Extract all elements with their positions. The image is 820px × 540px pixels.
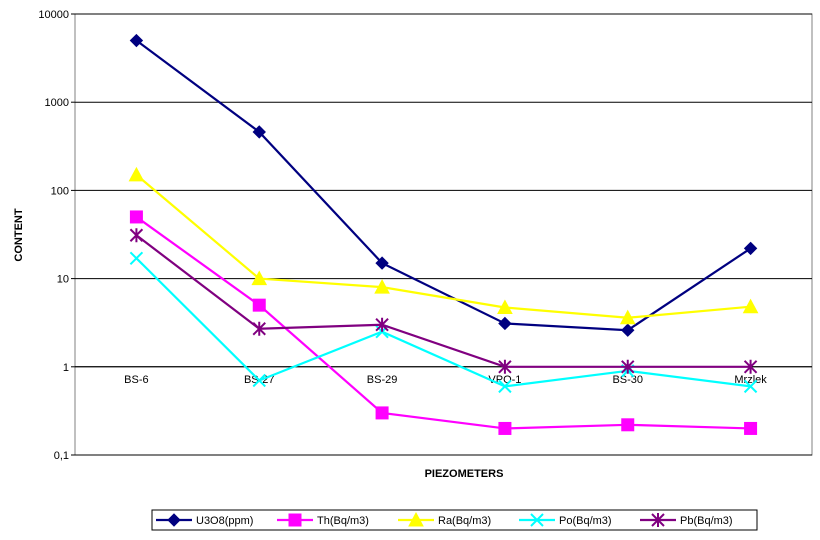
series-line: [135, 216, 751, 430]
marker: [498, 359, 512, 374]
series-line: [135, 257, 751, 388]
marker: [621, 359, 635, 374]
marker: [498, 316, 512, 331]
marker: [651, 513, 665, 527]
y-tick-label: 0,1: [54, 450, 69, 462]
legend-label: Po(Bq/m3): [559, 515, 612, 527]
series-line: [135, 234, 751, 368]
marker: [498, 379, 512, 394]
marker: [251, 270, 268, 286]
y-axis-title: CONTENT: [13, 208, 25, 261]
marker: [498, 421, 512, 435]
marker: [743, 241, 758, 256]
legend-label: Pb(Bq/m3): [680, 515, 733, 527]
y-tick-label: 1: [63, 362, 69, 374]
series-line: [135, 174, 751, 319]
marker: [129, 228, 144, 243]
marker: [530, 513, 544, 527]
marker: [252, 125, 266, 139]
x-tick-label: BS-30: [612, 374, 643, 386]
marker: [375, 256, 389, 270]
marker: [408, 511, 424, 527]
marker: [129, 210, 143, 224]
y-tick-label: 10000: [38, 9, 69, 21]
marker: [374, 279, 390, 294]
marker: [167, 513, 181, 527]
marker: [619, 309, 636, 325]
marker: [743, 359, 758, 374]
y-tick-label: 1000: [45, 97, 69, 109]
x-tick-label: BS-6: [124, 374, 148, 386]
marker: [129, 251, 144, 265]
x-tick-label: Mrzlek: [734, 374, 767, 386]
y-tick-label: 10: [57, 274, 69, 286]
marker: [252, 298, 266, 312]
legend-box: [151, 509, 758, 531]
legend-label: Ra(Bq/m3): [438, 515, 491, 527]
legend-label: U3O8(ppm): [196, 515, 253, 527]
marker: [744, 421, 758, 435]
marker: [128, 166, 145, 182]
plot-area: [74, 13, 813, 456]
marker: [375, 406, 389, 420]
marker: [743, 379, 758, 394]
legend-label: Th(Bq/m3): [317, 515, 369, 527]
marker: [375, 317, 389, 332]
y-tick-label: 100: [51, 185, 69, 197]
marker: [621, 323, 635, 337]
x-axis-title: PIEZOMETERS: [425, 468, 504, 480]
x-tick-label: BS-29: [367, 374, 398, 386]
marker: [252, 321, 266, 336]
marker: [497, 299, 513, 315]
marker: [742, 298, 759, 314]
marker: [129, 33, 144, 48]
marker: [288, 513, 302, 527]
marker: [252, 373, 266, 388]
marker: [621, 418, 635, 432]
